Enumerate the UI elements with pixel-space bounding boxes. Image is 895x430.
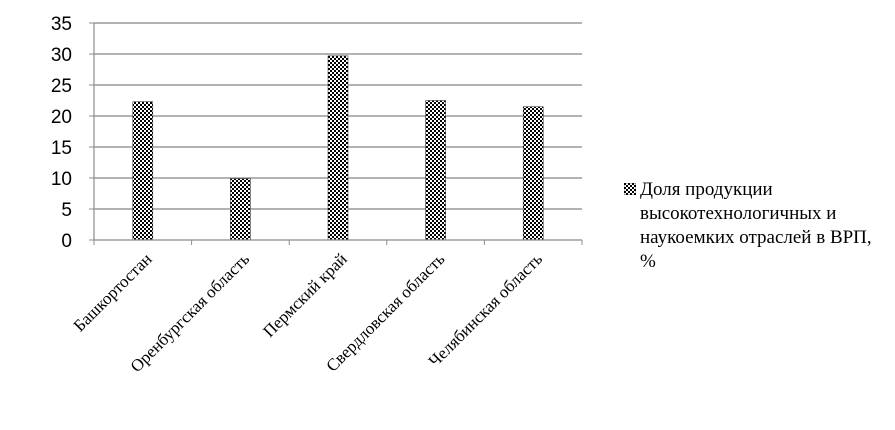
y-tick-label: 30: [51, 45, 72, 66]
bars: [132, 55, 544, 241]
y-tick-label: 35: [51, 14, 72, 35]
bar: [327, 55, 349, 241]
bar: [522, 106, 544, 241]
axes: [89, 22, 583, 245]
y-tick-label: 25: [51, 76, 72, 97]
bar: [230, 178, 251, 241]
category-label: Башкортостан: [70, 249, 156, 335]
y-tick-labels: 0 5 10 15 20 25 30 35: [51, 14, 72, 252]
legend: Доля продукции высокотехнологичных и нау…: [624, 178, 886, 274]
y-tick-label: 10: [51, 169, 72, 190]
y-tick-label: 20: [51, 107, 72, 128]
bar: [132, 101, 154, 241]
y-tick-label: 0: [61, 231, 72, 252]
y-tick-label: 15: [51, 138, 72, 159]
legend-swatch: [624, 183, 636, 195]
y-tick-label: 5: [61, 200, 72, 221]
bar: [425, 100, 446, 241]
legend-label: Доля продукции высокотехнологичных и нау…: [640, 179, 872, 272]
category-label: Пермский край: [259, 249, 351, 341]
